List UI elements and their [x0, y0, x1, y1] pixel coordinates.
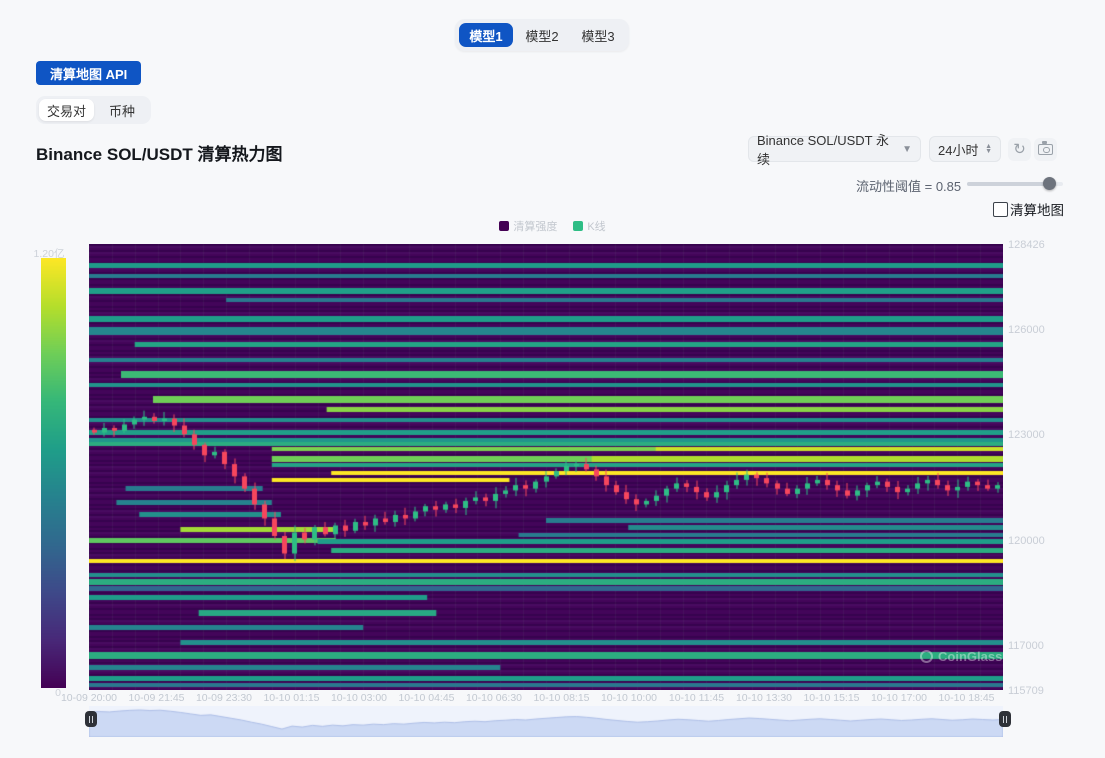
range-navigator[interactable] [89, 706, 1003, 737]
navigator-right-handle[interactable] [999, 711, 1011, 727]
time-tick-label: 10-10 03:00 [330, 692, 388, 704]
time-tick-label: 10-10 11:45 [668, 692, 725, 704]
colorbar-min-label: 0 [55, 687, 61, 699]
updown-spinner-icon: ▲ ▼ [985, 143, 992, 155]
time-tick-label: 10-09 23:30 [195, 692, 253, 704]
time-tick-label: 10-10 04:45 [398, 692, 455, 704]
model-tab-group: 模型1 模型2 模型3 [455, 19, 629, 51]
time-tick-label: 10-09 21:45 [128, 692, 185, 704]
tab-model-2[interactable]: 模型2 [525, 28, 559, 44]
interval-select-value: 24小时 [938, 142, 979, 158]
price-tick-label: 120000 [1008, 534, 1045, 547]
interval-select[interactable]: 24小时 ▲ ▼ [929, 136, 1001, 162]
legend-item-kline[interactable]: K线 [573, 218, 606, 234]
camera-icon [1038, 141, 1053, 155]
refresh-button[interactable]: ↻ [1008, 138, 1031, 161]
liquidation-map-toggle[interactable]: 清算地图 [993, 199, 1064, 219]
slider-fill [967, 182, 1049, 186]
refresh-icon: ↻ [1013, 141, 1026, 158]
colorbar [41, 258, 66, 688]
liquidation-map-checkbox-label: 清算地图 [1010, 203, 1064, 218]
time-tick-label: 10-10 15:15 [803, 692, 860, 704]
time-axis: 10-09 20:00 10-09 21:45 10-09 23:30 10-10 0… [0, 692, 1105, 706]
legend-label-kline: K线 [587, 221, 606, 233]
tab-trading-pair[interactable]: 交易对 [39, 99, 95, 121]
price-tick-label: 128426 [1008, 239, 1045, 251]
pair-select[interactable]: Binance SOL/USDT 永续 ▼ [748, 133, 921, 167]
liquidation-map-checkbox[interactable] [993, 201, 1008, 217]
time-tick-label: 10-10 17:00 [870, 692, 928, 704]
slider-handle[interactable] [1042, 177, 1056, 190]
price-tick-label: 126000 [1008, 324, 1045, 337]
page-title: Binance SOL/USDT 清算热力图 [36, 145, 283, 164]
legend-label-heat: 清算强度 [513, 221, 558, 233]
pair-select-value: Binance SOL/USDT 永续 [757, 133, 889, 167]
time-tick-label: 10-10 01:15 [263, 692, 320, 704]
screenshot-button[interactable] [1034, 138, 1057, 161]
heatmap-plot[interactable] [89, 244, 1003, 690]
time-tick-label: 10-10 06:30 [465, 692, 523, 704]
liquidation-map-api-button[interactable]: 清算地图 API [36, 61, 142, 85]
time-tick-label: 10-10 13:30 [735, 692, 793, 704]
tab-model-1[interactable]: 模型1 [459, 23, 513, 47]
colorbar-max-label: 1.20亿 [33, 248, 65, 260]
liquidity-threshold-slider[interactable] [967, 177, 1063, 191]
time-tick-label: 10-10 08:15 [533, 692, 590, 704]
time-tick-label: 10-09 20:00 [60, 692, 118, 704]
navigator-area[interactable] [89, 706, 1003, 737]
time-tick-label: 10-10 10:00 [600, 692, 658, 704]
tab-coin[interactable]: 币种 [109, 103, 136, 119]
price-tick-label: 115709 [1008, 685, 1044, 697]
chart-legend: 清算强度 K线 [0, 218, 1105, 234]
price-tick-label: 117000 [1008, 639, 1044, 652]
scope-tab-group: 交易对 币种 [36, 96, 152, 124]
navigator-left-handle[interactable] [85, 711, 97, 727]
legend-swatch-kline [573, 221, 584, 231]
price-tick-label: 123000 [1008, 429, 1045, 442]
time-tick-label: 10-10 18:45 [938, 692, 995, 704]
tab-model-3[interactable]: 模型3 [581, 28, 615, 44]
legend-swatch-heat [499, 221, 510, 231]
legend-item-heat[interactable]: 清算强度 [499, 218, 557, 234]
liquidity-threshold-label: 流动性阈值 = 0.85 [856, 179, 962, 194]
chevron-down-icon: ▼ [902, 143, 912, 155]
